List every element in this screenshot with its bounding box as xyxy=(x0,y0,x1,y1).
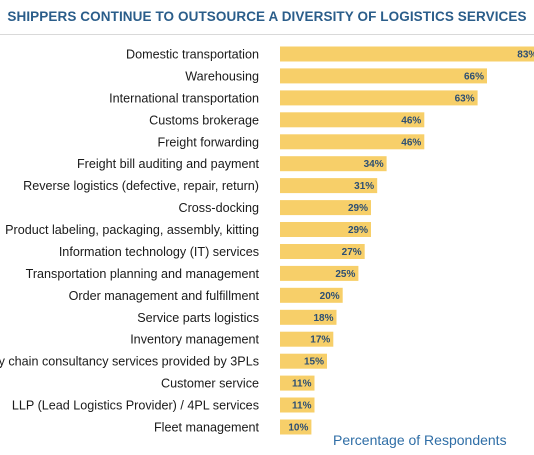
bar-2 xyxy=(280,90,478,106)
value-label-9: 27% xyxy=(342,247,362,258)
bar-5 xyxy=(280,156,387,172)
category-label-6: Reverse logistics (defective, repair, re… xyxy=(23,179,259,193)
category-label-13: Inventory management xyxy=(130,333,259,347)
value-label-1: 66% xyxy=(464,71,484,82)
bar-7 xyxy=(280,200,371,216)
value-label-7: 29% xyxy=(348,203,368,214)
category-label-4: Freight forwarding xyxy=(158,135,260,149)
category-label-7: Cross-docking xyxy=(179,201,260,215)
value-label-0: 83% xyxy=(517,50,534,61)
bar-3 xyxy=(280,112,425,128)
bar-17 xyxy=(280,419,312,435)
value-label-11: 20% xyxy=(320,291,340,302)
value-label-6: 31% xyxy=(354,181,374,192)
bar-0 xyxy=(280,46,534,62)
value-label-15: 11% xyxy=(292,379,312,390)
category-label-0: Domestic transportation xyxy=(126,48,259,62)
bar-11 xyxy=(280,287,343,303)
value-label-12: 18% xyxy=(313,313,333,324)
category-label-10: Transportation planning and management xyxy=(26,267,260,281)
title-divider xyxy=(0,34,534,35)
category-label-16: LLP (Lead Logistics Provider) / 4PL serv… xyxy=(12,399,259,413)
value-label-17: 10% xyxy=(288,423,308,434)
bar-4 xyxy=(280,134,425,150)
category-label-15: Customer service xyxy=(161,377,259,391)
category-label-14: Supply chain consultancy services provid… xyxy=(0,355,259,369)
category-label-9: Information technology (IT) services xyxy=(59,245,259,259)
value-label-14: 15% xyxy=(304,357,324,368)
value-label-8: 29% xyxy=(348,225,368,236)
bar-10 xyxy=(280,265,359,281)
bar-6 xyxy=(280,178,378,194)
chart-title: SHIPPERS CONTINUE TO OUTSOURCE A DIVERSI… xyxy=(7,9,527,24)
category-label-5: Freight bill auditing and payment xyxy=(77,157,260,171)
value-label-5: 34% xyxy=(364,159,384,170)
bar-15 xyxy=(280,375,315,391)
category-label-11: Order management and fulfillment xyxy=(69,289,260,303)
bar-13 xyxy=(280,331,334,347)
category-label-1: Warehousing xyxy=(185,69,259,83)
value-label-2: 63% xyxy=(455,93,475,104)
bar-14 xyxy=(280,353,327,369)
bar-8 xyxy=(280,222,371,237)
category-label-12: Service parts logistics xyxy=(137,311,259,325)
value-label-3: 46% xyxy=(401,115,421,126)
bar-12 xyxy=(280,309,337,325)
value-label-4: 46% xyxy=(401,137,421,148)
x-axis-label: Percentage of Respondents xyxy=(333,432,507,448)
category-label-2: International transportation xyxy=(109,91,259,105)
value-label-10: 25% xyxy=(335,269,355,280)
bar-9 xyxy=(280,244,365,259)
bar-16 xyxy=(280,397,315,413)
category-label-17: Fleet management xyxy=(154,421,260,435)
value-label-16: 11% xyxy=(292,401,312,412)
value-label-13: 17% xyxy=(310,335,330,346)
category-label-3: Customs brokerage xyxy=(149,113,259,127)
bar-1 xyxy=(280,68,487,84)
category-label-8: Product labeling, packaging, assembly, k… xyxy=(5,223,259,237)
